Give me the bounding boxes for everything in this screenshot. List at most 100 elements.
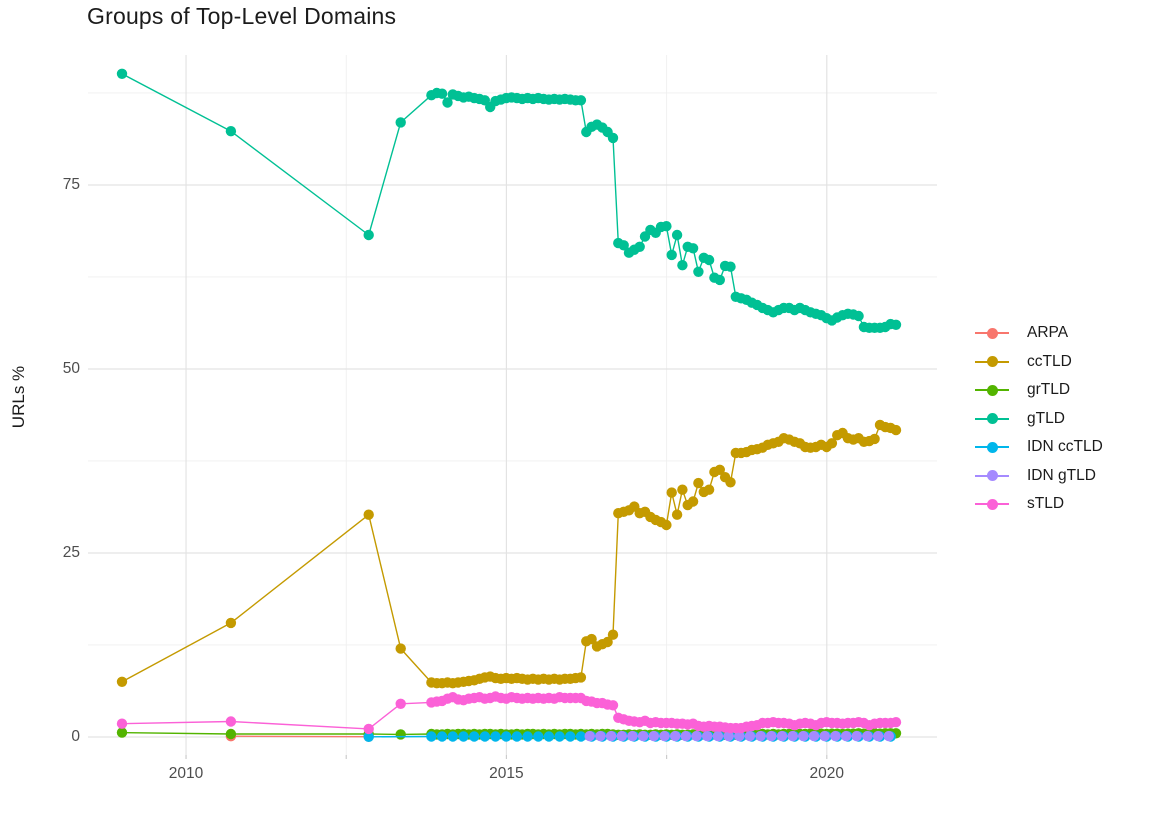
- legend-item-idn-cctld: IDN ccTLD: [975, 433, 1103, 462]
- data-point: [575, 95, 587, 106]
- data-point: [687, 243, 699, 254]
- data-point: [458, 731, 469, 742]
- data-point: [890, 717, 902, 728]
- data-point: [725, 261, 736, 272]
- data-point: [607, 629, 619, 640]
- data-point: [714, 274, 725, 286]
- data-point: [436, 88, 448, 99]
- data-point: [533, 731, 544, 742]
- legend-item-grtld: grTLD: [975, 376, 1103, 405]
- data-point: [798, 730, 809, 742]
- data-point: [862, 730, 873, 742]
- data-point: [522, 731, 533, 742]
- legend-key-dot: [986, 470, 998, 482]
- data-point: [225, 728, 237, 740]
- data-point: [469, 731, 480, 742]
- data-point: [395, 729, 406, 740]
- legend-key-icon: [975, 356, 1009, 368]
- data-point: [490, 731, 501, 742]
- series-line: [121, 73, 897, 329]
- x-tick-label: 2020: [809, 765, 845, 782]
- data-point: [703, 254, 715, 266]
- data-point: [602, 636, 613, 648]
- data-point: [670, 730, 681, 742]
- data-point: [595, 730, 606, 742]
- legend-label: sTLD: [1027, 495, 1065, 513]
- data-point: [890, 319, 902, 330]
- data-point: [766, 730, 777, 742]
- legend-label: ccTLD: [1027, 352, 1072, 370]
- data-point: [677, 484, 688, 495]
- legend-key-dot: [986, 356, 998, 368]
- data-point: [744, 730, 756, 742]
- data-point: [605, 730, 617, 742]
- data-point: [442, 97, 453, 108]
- data-point: [543, 731, 555, 742]
- series-idn-gtld: [584, 730, 894, 742]
- series-cctld: [116, 419, 902, 689]
- data-point: [116, 718, 128, 729]
- data-point: [584, 730, 595, 742]
- data-point: [830, 730, 841, 742]
- y-tick-label: 25: [62, 543, 80, 561]
- legend-item-idn-gtld: IDN gTLD: [975, 462, 1103, 491]
- data-point: [618, 240, 629, 251]
- data-point: [616, 730, 627, 742]
- legend-key-dot: [986, 384, 998, 396]
- y-tick-label: 0: [71, 727, 80, 745]
- legend-item-gtld: gTLD: [975, 405, 1103, 434]
- data-point: [554, 731, 565, 742]
- data-point: [826, 438, 838, 449]
- data-point: [677, 260, 688, 271]
- data-point: [691, 730, 702, 742]
- legend-key-dot: [986, 498, 998, 510]
- data-point: [395, 643, 406, 654]
- series-line: [230, 735, 369, 738]
- data-point: [787, 730, 798, 742]
- data-point: [225, 716, 237, 727]
- legend-key-icon: [975, 384, 1009, 396]
- data-point: [565, 731, 576, 742]
- data-point: [116, 727, 128, 738]
- data-point: [479, 731, 491, 742]
- legend-label: grTLD: [1027, 381, 1071, 399]
- data-point: [693, 477, 704, 489]
- chart-title: Groups of Top-Level Domains: [87, 3, 397, 29]
- data-point: [648, 730, 659, 742]
- legend-key-icon: [975, 498, 1009, 510]
- legend-item-cctld: ccTLD: [975, 348, 1103, 377]
- data-point: [693, 266, 704, 277]
- x-tick-label: 2010: [168, 765, 204, 782]
- data-point: [840, 730, 852, 742]
- x-tick-label: 2015: [489, 765, 524, 782]
- data-point: [637, 730, 649, 742]
- legend-label: IDN ccTLD: [1027, 438, 1103, 456]
- data-point: [436, 731, 448, 742]
- data-point: [819, 730, 830, 742]
- data-point: [586, 633, 597, 645]
- legend-label: gTLD: [1027, 409, 1065, 427]
- legend-key-icon: [975, 327, 1009, 339]
- data-point: [714, 464, 725, 475]
- legend-item-stld: sTLD: [975, 490, 1103, 519]
- legend: ARPA ccTLD grTLD gTLD IDN ccTLD IDN gTLD sTLD: [975, 319, 1103, 519]
- data-point: [501, 731, 512, 742]
- data-point: [755, 730, 766, 742]
- data-point: [607, 700, 619, 711]
- data-point: [890, 424, 902, 436]
- series-gtld: [116, 68, 902, 333]
- series-arpa: [225, 731, 374, 742]
- legend-key-dot: [986, 327, 998, 339]
- data-point: [851, 730, 862, 742]
- data-point: [363, 723, 374, 735]
- data-point: [671, 509, 683, 520]
- data-point: [575, 672, 587, 683]
- data-point: [725, 477, 736, 488]
- series-line: [121, 424, 897, 684]
- data-point: [225, 126, 237, 137]
- legend-key-dot: [986, 413, 998, 425]
- data-point: [395, 698, 406, 709]
- data-point: [687, 496, 699, 507]
